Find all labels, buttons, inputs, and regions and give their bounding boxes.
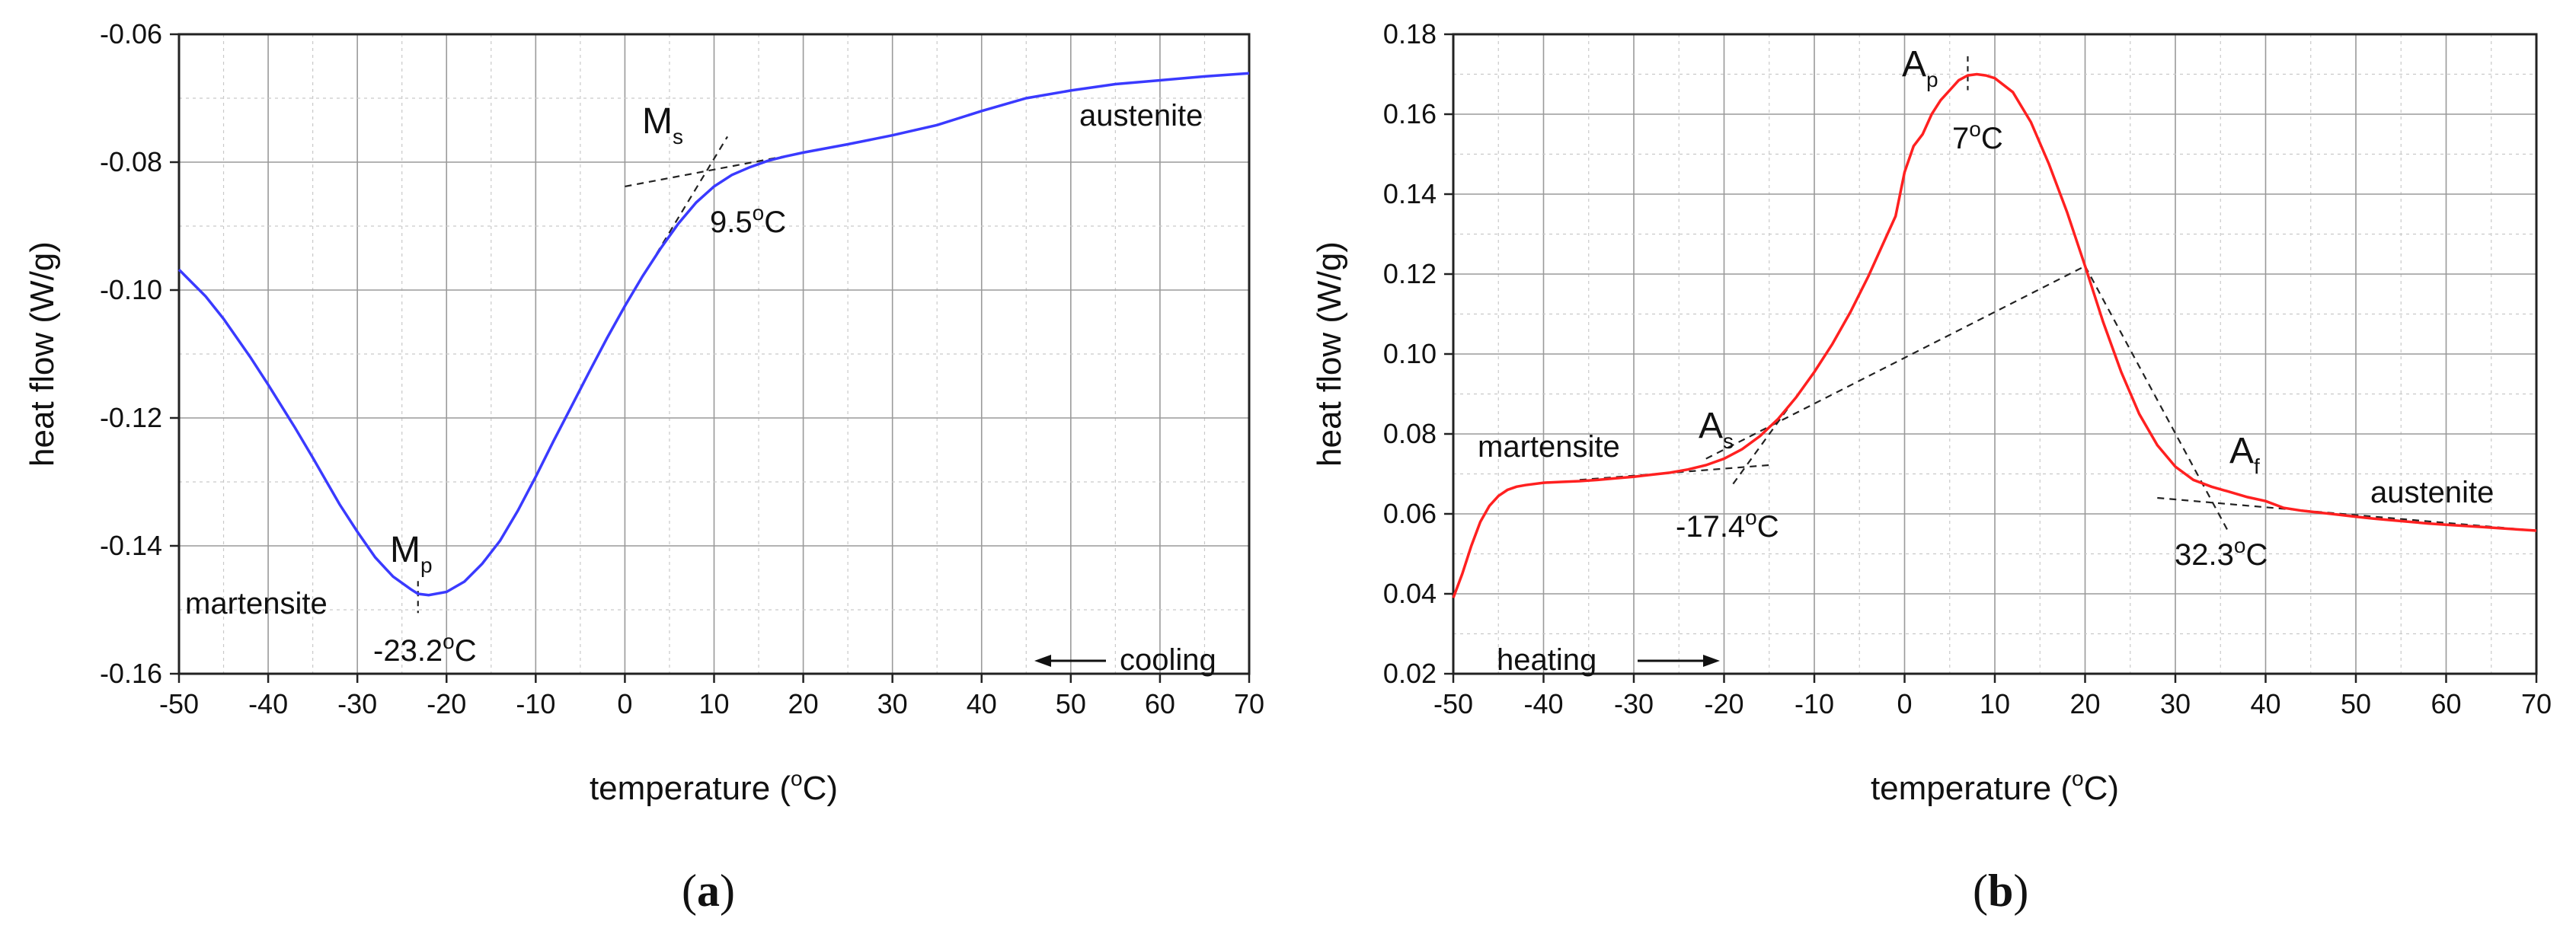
x-tick-label-b-8: 30	[2160, 688, 2191, 719]
y-axis-label-b: heat flow (W/g)	[1311, 241, 1348, 467]
y-tick-label-a-4: -0.08	[100, 146, 162, 177]
y-tick-label-b-8: 0.18	[1383, 18, 1437, 49]
x-tick-label-a-9: 40	[967, 688, 997, 719]
x-tick-label-a-11: 60	[1145, 688, 1175, 719]
panel-label-b: (b)	[1973, 866, 2028, 916]
tangent-line-b-2	[1705, 265, 2085, 460]
panel-label-a: (a)	[682, 866, 735, 916]
x-tick-label-b-6: 10	[1980, 688, 2010, 719]
phase-label-austenite-a: austenite	[1079, 99, 1203, 132]
ap-temperature: 7oC	[1952, 117, 2003, 155]
x-tick-label-a-4: -10	[516, 688, 555, 719]
x-tick-label-b-9: 40	[2250, 688, 2280, 719]
y-tick-label-a-0: -0.16	[100, 658, 162, 689]
mp-temperature: -23.2oC	[373, 630, 477, 668]
ms-label: Ms	[642, 101, 683, 148]
x-tick-label-a-1: -40	[248, 688, 288, 719]
heat-flow-curve-a	[177, 72, 1250, 597]
y-tick-label-b-2: 0.06	[1383, 498, 1437, 529]
x-tick-label-a-12: 70	[1234, 688, 1264, 719]
tangent-line-b-0	[1579, 464, 1769, 481]
x-tick-label-b-7: 20	[2069, 688, 2100, 719]
y-tick-label-a-3: -0.10	[100, 274, 162, 305]
ms-temperature: 9.5oC	[710, 201, 786, 239]
x-tick-label-a-10: 50	[1056, 688, 1086, 719]
x-tick-label-a-8: 30	[877, 688, 908, 719]
x-tick-label-b-4: -10	[1795, 688, 1834, 719]
x-axis-label-b: temperature (oC)	[1871, 767, 2119, 807]
x-axis-label-a: temperature (oC)	[590, 767, 838, 807]
af-temperature: 32.3oC	[2175, 534, 2268, 572]
y-axis-label-a: heat flow (W/g)	[24, 241, 61, 467]
y-tick-label-b-5: 0.12	[1383, 258, 1437, 289]
x-tick-label-b-12: 70	[2521, 688, 2552, 719]
chart-panel-a: -50 -40 -30 -20 -10 0 10 20 30 40 50 60 70 -0.16-0.1…	[24, 18, 1264, 916]
x-tick-label-a-6: 10	[698, 688, 729, 719]
as-label: As	[1699, 406, 1734, 453]
x-tick-label-b-3: -20	[1704, 688, 1743, 719]
direction-arrow-a	[1034, 655, 1106, 667]
chart-panel-b: -50 -40 -30 -20 -10 0 10 20 30 40 50 60 70 0.020.040…	[1311, 18, 2552, 916]
y-tick-label-b-0: 0.02	[1383, 658, 1437, 689]
af-label: Af	[2229, 431, 2260, 478]
x-tick-labels-b: -50 -40 -30 -20 -10 0 10 20 30 40 50 60 70	[1433, 688, 2552, 719]
heat-flow-curve-b	[1452, 72, 2537, 598]
x-tick-label-a-5: 0	[617, 688, 632, 719]
x-tick-label-b-1: -40	[1523, 688, 1563, 719]
x-tick-label-a-3: -20	[427, 688, 466, 719]
plot-frame-b	[1452, 33, 2538, 675]
x-tick-label-a-0: -50	[159, 688, 199, 719]
y-tick-labels-b: 0.02 0.04 0.06 0.08 0.10 0.12 0.14 0.16 0.18	[1383, 18, 1437, 689]
ap-label: Ap	[1902, 44, 1938, 91]
mp-label: Mp	[390, 530, 433, 577]
x-tick-labels-a: -50 -40 -30 -20 -10 0 10 20 30 40 50 60 70	[159, 688, 1264, 719]
x-tick-label-b-0: -50	[1433, 688, 1473, 719]
x-tick-label-b-5: 0	[1897, 688, 1912, 719]
x-tick-label-a-2: -30	[337, 688, 377, 719]
y-tick-label-b-1: 0.04	[1383, 578, 1437, 609]
y-tick-label-b-3: 0.08	[1383, 418, 1437, 449]
y-tick-label-b-4: 0.10	[1383, 338, 1437, 369]
phase-label-austenite-b: austenite	[2370, 476, 2494, 509]
x-tick-label-b-2: -30	[1614, 688, 1654, 719]
phase-label-martensite-a: martensite	[185, 587, 328, 620]
y-tick-label-b-7: 0.16	[1383, 98, 1437, 129]
direction-label-a: cooling	[1120, 643, 1216, 677]
y-tick-label-a-5: -0.06	[100, 18, 162, 49]
y-tick-label-a-2: -0.12	[100, 402, 162, 433]
direction-arrow-b	[1638, 655, 1720, 667]
y-tick-labels-a: -0.16 -0.14 -0.12 -0.10 -0.08 -0.06	[100, 18, 162, 689]
y-tick-label-b-6: 0.14	[1383, 178, 1437, 209]
as-temperature: -17.4oC	[1676, 505, 1779, 544]
phase-label-martensite-b: martensite	[1478, 430, 1620, 464]
x-tick-label-a-7: 20	[788, 688, 819, 719]
x-tick-label-b-11: 60	[2431, 688, 2461, 719]
direction-label-b: heating	[1497, 643, 1596, 677]
y-tick-label-a-1: -0.14	[100, 530, 162, 561]
plot-frame-a	[177, 33, 1251, 675]
tangent-line-a-1	[624, 136, 729, 307]
x-tick-label-b-10: 50	[2341, 688, 2371, 719]
tangent-line-b-3	[2084, 265, 2231, 534]
